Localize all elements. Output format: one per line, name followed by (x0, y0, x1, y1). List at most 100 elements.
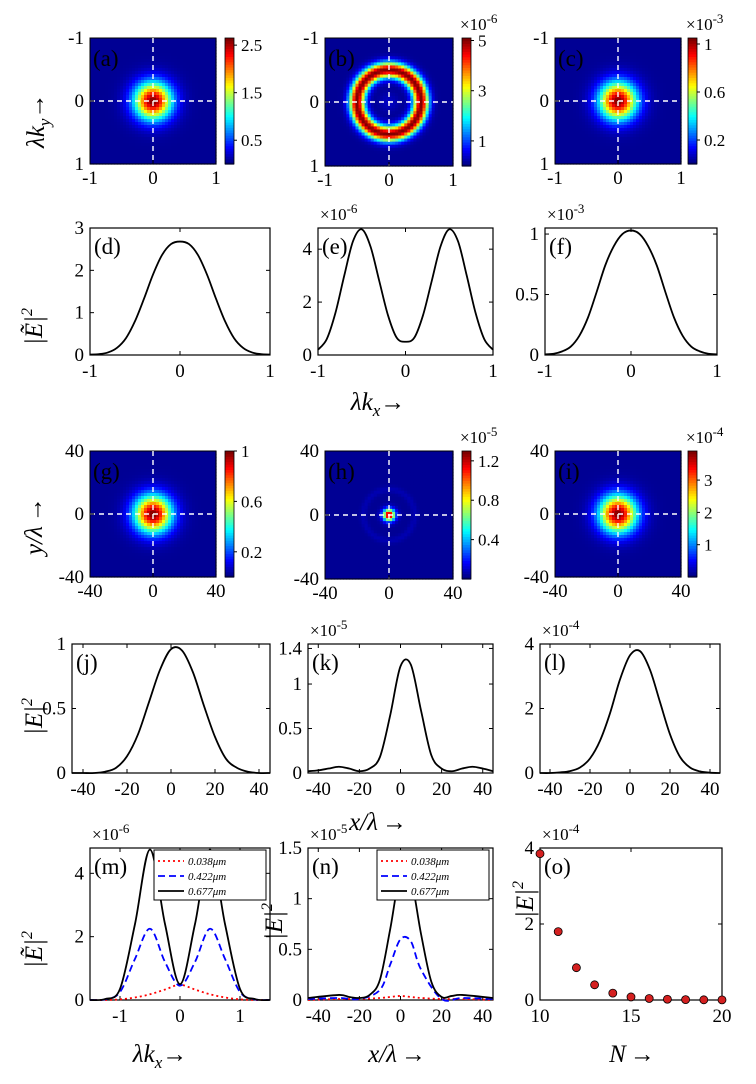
heatmap-cell (591, 131, 595, 135)
heatmap-cell (564, 92, 568, 96)
heatmap-cell (102, 65, 106, 69)
heatmap-cell (404, 74, 408, 79)
heatmap-cell (645, 125, 649, 129)
heatmap-cell (111, 158, 115, 162)
heatmap-cell (389, 41, 393, 45)
heatmap-cell (603, 155, 607, 159)
heatmap-cell (147, 149, 151, 153)
heatmap-cell (434, 50, 439, 54)
heatmap-cell (174, 149, 178, 153)
heatmap-cell (186, 119, 190, 123)
heatmap-cell (627, 143, 631, 147)
heatmap-cell (600, 98, 604, 102)
heatmap-cell (385, 153, 390, 158)
heatmap-cell (612, 101, 616, 105)
heatmap-cell (573, 74, 577, 78)
heatmap-cell (576, 137, 580, 141)
heatmap-cell (201, 38, 205, 42)
heatmap-cell (331, 126, 335, 131)
heatmap-cell (123, 47, 127, 51)
heatmap-cell (639, 53, 643, 57)
heatmap-cell (334, 98, 338, 103)
heatmap-cell (564, 41, 568, 45)
heatmap-cell (618, 143, 622, 147)
heatmap-cell (633, 113, 637, 117)
heatmap-cell (648, 50, 652, 54)
heatmap-cell (141, 161, 145, 165)
heatmap-cell (141, 38, 145, 42)
heatmap-cell (624, 38, 628, 42)
heatmap-cell (413, 71, 418, 76)
heatmap-cell (96, 74, 100, 78)
heatmap-cell (431, 92, 436, 97)
heatmap-cell (141, 104, 145, 108)
heatmap-cell (180, 110, 184, 114)
heatmap-cell (99, 56, 103, 60)
heatmap-cell (630, 143, 634, 147)
heatmap-cell (612, 125, 616, 129)
heatmap-cell (440, 74, 445, 79)
heatmap-cell (90, 158, 94, 162)
heatmap-cell (597, 74, 601, 78)
heatmap-cell (141, 71, 145, 75)
heatmap-cell (183, 143, 187, 147)
heatmap-cell (96, 92, 100, 96)
heatmap-cell (440, 114, 445, 118)
heatmap-cell (564, 104, 568, 108)
heatmap-cell (558, 122, 562, 126)
heatmap-cell (367, 92, 372, 97)
heatmap-cell (171, 161, 175, 165)
heatmap-cell (168, 131, 172, 135)
heatmap-cell (419, 53, 424, 57)
heatmap-cell (126, 71, 130, 75)
heatmap-cell (210, 59, 214, 63)
heatmap-cell (195, 98, 199, 102)
heatmap-cell (373, 102, 378, 106)
heatmap-cell (105, 68, 109, 72)
heatmap-cell (392, 147, 396, 152)
heatmap-cell (126, 68, 130, 72)
heatmap-cell (174, 41, 178, 45)
heatmap-cell (630, 50, 634, 54)
heatmap-cell (639, 140, 643, 144)
heatmap-cell (361, 114, 366, 118)
heatmap-cell (379, 44, 384, 48)
heatmap-cell (573, 89, 577, 93)
heatmap-cell (612, 59, 616, 63)
heatmap-cell (96, 110, 100, 114)
heatmap-cell (102, 59, 106, 63)
heatmap-cell (636, 89, 640, 93)
heatmap-cell (609, 89, 613, 93)
heatmap-cell (153, 122, 157, 126)
heatmap-cell (213, 119, 217, 123)
heatmap-cell (376, 59, 381, 63)
heatmap-cell (361, 108, 366, 112)
heatmap-cell (340, 62, 344, 67)
heatmap-cell (189, 122, 193, 126)
colorbar-swatch (225, 77, 234, 81)
heatmap-cell (398, 129, 402, 134)
heatmap-cell (630, 95, 634, 99)
heatmap-cell (597, 131, 601, 135)
heatmap-cell (594, 59, 598, 63)
heatmap-cell (334, 105, 338, 109)
heatmap-cell (210, 101, 214, 105)
heatmap-cell (582, 119, 586, 123)
heatmap-cell (636, 113, 640, 117)
heatmap-cell (576, 77, 580, 81)
heatmap-cell (174, 137, 178, 141)
colorbar-tick-label: 1 (478, 132, 487, 151)
heatmap-cell (582, 68, 586, 72)
heatmap-cell (111, 146, 115, 150)
heatmap-cell (404, 141, 408, 146)
heatmap-cell (370, 153, 375, 158)
heatmap-cell (364, 68, 369, 73)
heatmap-cell (624, 59, 628, 63)
heatmap-cell (108, 140, 112, 144)
heatmap-cell (579, 80, 583, 84)
heatmap-cell (201, 95, 205, 99)
heatmap-cell (636, 80, 640, 84)
heatmap-cell (401, 147, 405, 152)
heatmap-cell (398, 41, 402, 45)
heatmap-cell (195, 125, 199, 129)
